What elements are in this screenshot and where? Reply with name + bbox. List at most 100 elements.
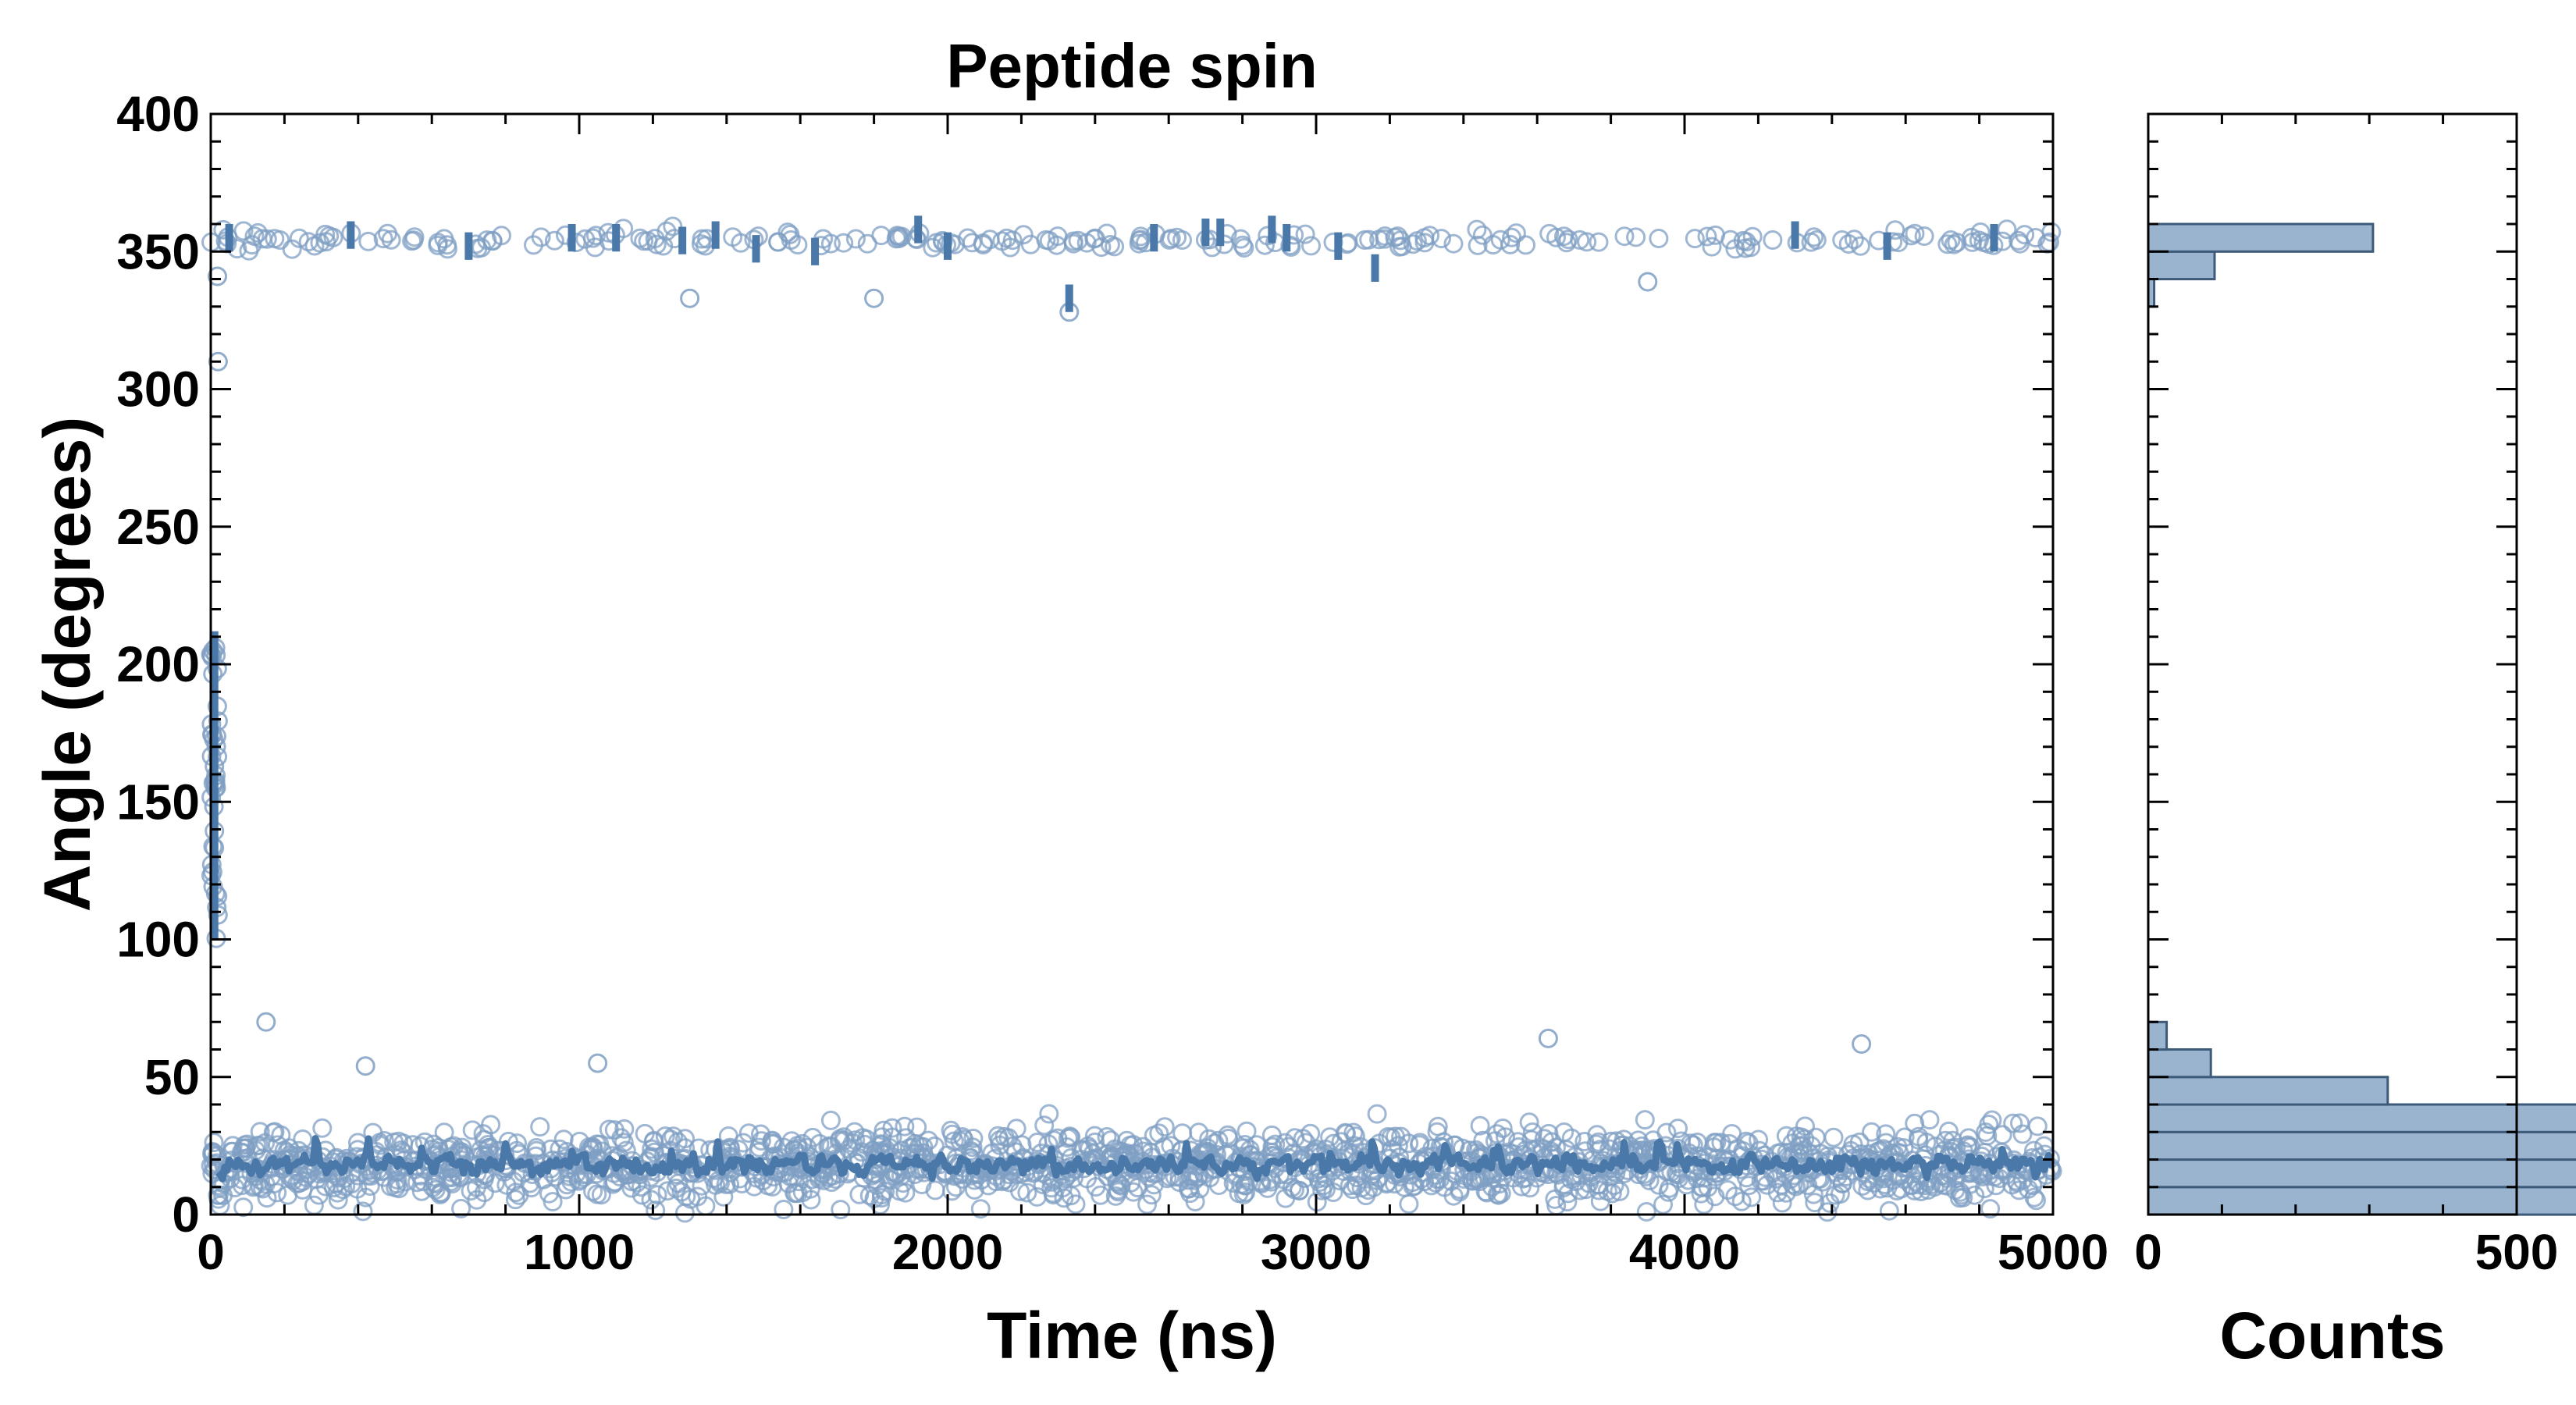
x-tick-label: 0 bbox=[197, 1224, 225, 1280]
scatter-point bbox=[1589, 232, 1609, 252]
scatter-point bbox=[242, 235, 262, 255]
scatter-point bbox=[961, 1141, 981, 1161]
smoothed-line bbox=[210, 215, 2055, 1183]
scatter-point bbox=[1301, 236, 1321, 256]
scatter-point bbox=[801, 1190, 821, 1210]
scatter-point bbox=[1557, 233, 1577, 253]
scatter-point bbox=[667, 1132, 688, 1152]
x-tick-label: 1000 bbox=[524, 1224, 635, 1280]
scatter-point bbox=[2010, 1113, 2030, 1133]
scatter-point bbox=[630, 228, 650, 248]
scatter-point bbox=[871, 1188, 891, 1208]
scatter-point bbox=[1223, 1173, 1244, 1193]
scatter-point bbox=[646, 1200, 666, 1221]
scatter-point bbox=[1997, 219, 2017, 240]
scatter-point-outlier bbox=[680, 288, 700, 308]
scatter-point bbox=[641, 1190, 661, 1210]
scatter-point bbox=[1817, 1202, 1838, 1222]
scatter-point bbox=[1172, 1123, 1193, 1144]
scatter-point bbox=[1876, 1124, 1896, 1144]
scatter-point bbox=[232, 1176, 252, 1196]
scatter-point bbox=[1977, 1126, 1998, 1146]
scatter-point bbox=[831, 1200, 851, 1220]
scatter-point bbox=[263, 1122, 283, 1143]
scatter-point bbox=[360, 1176, 380, 1196]
scatter-point bbox=[389, 1131, 408, 1151]
scatter-point bbox=[664, 1126, 684, 1147]
x-tick-label: 5000 bbox=[1998, 1224, 2108, 1280]
scatter-point bbox=[467, 1177, 486, 1197]
scatter-point bbox=[1553, 1178, 1574, 1197]
scatter-point bbox=[1179, 1170, 1199, 1190]
scatter-point bbox=[1653, 1194, 1673, 1215]
scatter-point bbox=[1937, 1168, 1957, 1189]
scatter-point bbox=[1445, 1164, 1465, 1183]
scatter-point bbox=[1048, 226, 1068, 247]
scatter-point bbox=[481, 1115, 501, 1135]
scatter-point bbox=[452, 1137, 472, 1158]
scatter-point bbox=[293, 1129, 313, 1149]
scatter-point bbox=[2026, 1190, 2046, 1211]
scatter-point bbox=[1470, 1115, 1490, 1136]
scatter-point bbox=[1483, 235, 1503, 255]
scatter-point bbox=[1130, 229, 1151, 250]
scatter-point bbox=[857, 233, 877, 254]
scatter-point bbox=[1128, 1178, 1147, 1197]
scatter-point bbox=[789, 1172, 809, 1192]
scatter-point bbox=[467, 1190, 487, 1210]
scatter-point bbox=[373, 229, 393, 249]
scatter-point bbox=[438, 1168, 458, 1188]
scatter-point-outlier bbox=[1638, 272, 1658, 292]
scatter-point bbox=[1520, 1178, 1540, 1198]
x-tick-label: 4000 bbox=[1629, 1224, 1740, 1280]
histogram-bar bbox=[2147, 1020, 2169, 1051]
histogram-bar bbox=[2147, 1076, 2389, 1106]
scatter-point bbox=[1324, 1133, 1343, 1154]
scatter-point bbox=[1063, 233, 1083, 254]
scatter-point bbox=[2003, 1113, 2023, 1133]
scatter-point bbox=[1590, 1140, 1610, 1160]
scatter-point bbox=[1862, 1122, 1882, 1142]
scatter-point bbox=[503, 1172, 524, 1192]
scatter-point bbox=[1858, 1180, 1878, 1200]
scatter-point bbox=[997, 228, 1017, 248]
scatter-point bbox=[1805, 1193, 1825, 1213]
scatter-point bbox=[485, 1173, 505, 1193]
scatter-point bbox=[1076, 233, 1097, 253]
scatter-point bbox=[1367, 1104, 1387, 1124]
hist-x-tick-label: 500 bbox=[2475, 1224, 2559, 1280]
scatter-point bbox=[1295, 224, 1315, 244]
scatter-point bbox=[289, 228, 309, 248]
scatter-point bbox=[225, 1178, 245, 1197]
scatter-point bbox=[283, 1170, 304, 1190]
scatter-point bbox=[1959, 1128, 1979, 1148]
scatter-point bbox=[1539, 223, 1560, 244]
scatter-point bbox=[426, 1174, 447, 1194]
scatter-point bbox=[1468, 235, 1488, 255]
scatter-point bbox=[1786, 1126, 1806, 1147]
hist-x-axis-label: Counts bbox=[2219, 1299, 2445, 1372]
scatter-point bbox=[1741, 237, 1761, 258]
scatter-point bbox=[1399, 1194, 1419, 1214]
smoothed-line-baseline bbox=[215, 1135, 2055, 1183]
scatter-point bbox=[1635, 1110, 1655, 1130]
scatter-point bbox=[820, 233, 841, 254]
scatter-point bbox=[992, 1172, 1012, 1192]
scatter-point bbox=[1496, 1127, 1515, 1147]
scatter-point bbox=[634, 231, 654, 251]
scatter-point bbox=[1772, 1193, 1792, 1213]
scatter-point bbox=[1905, 223, 1925, 244]
scatter-point bbox=[1876, 1133, 1896, 1153]
scatter-point bbox=[1519, 1112, 1539, 1133]
scatter-point bbox=[2024, 1187, 2044, 1208]
scatter-point bbox=[1218, 1125, 1238, 1145]
scatter-point bbox=[1804, 227, 1824, 247]
scatter-point bbox=[1909, 1129, 1928, 1150]
hist-x-tick-labels: 0 500 bbox=[2134, 1224, 2558, 1280]
scatter-point bbox=[296, 1167, 315, 1187]
scatter-point bbox=[1467, 1143, 1487, 1163]
scatter-point bbox=[1054, 1188, 1074, 1208]
scatter-point bbox=[1844, 229, 1864, 250]
scatter-point bbox=[1039, 1104, 1059, 1124]
